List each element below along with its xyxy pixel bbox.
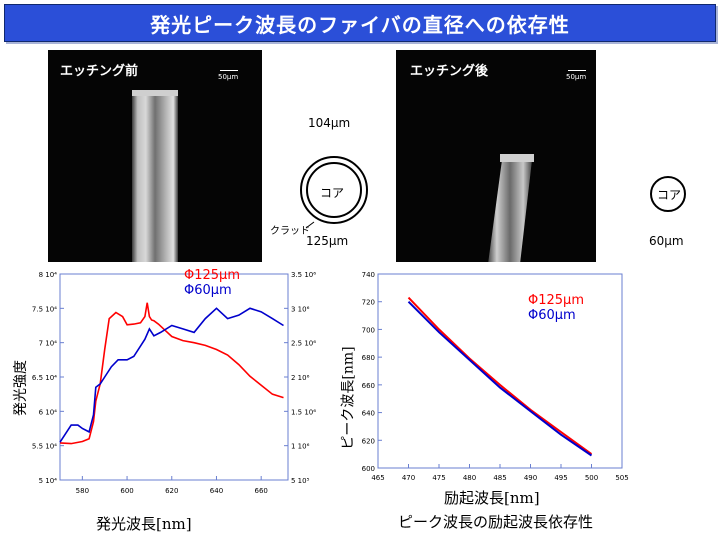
chart1-y-tick-label-left: 7.5 10⁴ — [32, 305, 57, 313]
chart1-x-tick-label: 580 — [76, 487, 89, 495]
chart2-y-tick-label: 660 — [362, 382, 375, 390]
clad-pointer-line — [305, 221, 315, 229]
chart2-x-tick-label: 485 — [493, 474, 506, 482]
chart2-y-tick-label: 680 — [362, 354, 375, 362]
emission-spectrum-chart: 580 600 620 640 660 5 10⁴ 5.5 10⁴ 6 10⁴ 6.5 10⁴ 7… — [32, 271, 316, 495]
scale-bar-after — [568, 70, 586, 71]
chart2-x-tick-label: 480 — [463, 474, 476, 482]
chart2-x-tick-label: 470 — [402, 474, 415, 482]
chart2-series-line-1 — [407, 300, 593, 457]
chart2-x-tick-label: 495 — [554, 474, 567, 482]
core-label-after: コア — [657, 188, 682, 202]
chart1-y-tick-label-right: 1.5 10⁶ — [291, 408, 316, 416]
chart1-y-tick-label-right: 1 10⁶ — [291, 443, 310, 451]
chart1-x-tick-label: 620 — [165, 487, 178, 495]
peak-wavelength-chart: 465 470 475 480 485 490 495 500 505 600 620 640 660 6… — [362, 271, 629, 482]
chart1-y-tick-label-right: 3 10⁶ — [291, 305, 310, 313]
chart1-y-tick-label-left: 5 10⁴ — [39, 477, 58, 485]
chart2-x-tick-label: 490 — [524, 474, 537, 482]
chart1-legend: Φ125μm Φ60μm — [184, 268, 240, 298]
fiber-cross-section-before — [300, 156, 368, 229]
clad-label: クラッド — [270, 226, 310, 237]
core-circle-after — [650, 176, 686, 212]
chart2-y-tick-label: 740 — [362, 271, 375, 279]
chart1-y-tick-label-left: 7 10⁴ — [39, 340, 58, 348]
inner-diameter-label: 104μm — [308, 116, 351, 130]
chart2-legend-item-60: Φ60μm — [528, 308, 576, 323]
photo-before-etching: エッチング前 50μm — [48, 50, 262, 262]
chart1-x-tick-label: 600 — [120, 487, 133, 495]
chart2-series-line-0 — [407, 296, 593, 455]
chart2-xlabel: 励起波長[nm] — [444, 489, 540, 507]
chart1-y-tick-label-left: 5.5 10⁴ — [32, 443, 57, 451]
chart1-y-tick-label-left: 6 10⁴ — [39, 408, 58, 416]
chart2-x-tick-label: 500 — [585, 474, 598, 482]
chart1-series-line-0 — [59, 302, 284, 445]
scale-bar-before — [220, 70, 238, 71]
chart1-legend-item-125: Φ125μm — [184, 268, 240, 283]
chart1-legend-item-60: Φ60μm — [184, 283, 232, 298]
title-banner: 発光ピーク波長のファイバの直径への依存性 — [4, 4, 716, 42]
page-title: 発光ピーク波長のファイバの直径への依存性 — [150, 12, 570, 37]
chart2-caption: ピーク波長の励起波長依存性 — [398, 513, 594, 531]
outer-diameter-label: 125μm — [306, 234, 349, 248]
chart2-y-tick-label: 620 — [362, 437, 375, 445]
chart2-legend: Φ125μm Φ60μm — [528, 293, 584, 323]
chart1-series-line-1 — [59, 307, 284, 443]
core-inner-circle — [306, 162, 362, 218]
chart1-y-tick-label-right: 2.5 10⁶ — [291, 340, 316, 348]
chart1-y-tick-label-right: 5 10⁵ — [291, 477, 310, 485]
chart1-ylabel: 発光強度 — [13, 360, 29, 416]
chart2-y-tick-label: 640 — [362, 410, 375, 418]
photo-before-label: エッチング前 — [60, 64, 139, 79]
chart2-y-tick-label: 700 — [362, 326, 375, 334]
scale-label-before: 50μm — [218, 73, 239, 81]
chart1-plot-area — [59, 273, 289, 481]
fiber-after-image — [396, 50, 596, 262]
chart1-xlabel: 発光波長[nm] — [96, 515, 192, 533]
chart2-y-tick-label: 720 — [362, 299, 375, 307]
chart1-y-tick-label-right: 2 10⁶ — [291, 374, 310, 382]
chart2-x-tick-label: 465 — [371, 474, 384, 482]
diameter-label-after: 60μm — [649, 234, 684, 248]
chart2-ylabel: ピーク波長[nm] — [340, 346, 357, 450]
chart1-y-tick-label-right: 3.5 10⁶ — [291, 271, 316, 279]
fiber-cross-section-after — [650, 176, 686, 212]
chart1-x-tick-label: 660 — [254, 487, 267, 495]
core-label-before: コア — [320, 186, 345, 200]
chart1-y-tick-label-left: 8 10⁴ — [39, 271, 58, 279]
chart2-x-tick-label: 475 — [432, 474, 445, 482]
photo-after-label: エッチング後 — [410, 64, 489, 79]
photo-after-etching: エッチング後 50μm — [396, 50, 596, 262]
chart2-y-tick-label: 600 — [362, 465, 375, 473]
fiber-before-image — [48, 50, 262, 262]
scale-label-after: 50μm — [566, 73, 587, 81]
chart2-x-tick-label: 505 — [615, 474, 628, 482]
chart2-legend-item-125: Φ125μm — [528, 293, 584, 308]
chart1-y-tick-label-left: 6.5 10⁴ — [32, 374, 57, 382]
chart1-x-tick-label: 640 — [210, 487, 223, 495]
cladding-outer-circle — [300, 156, 368, 224]
